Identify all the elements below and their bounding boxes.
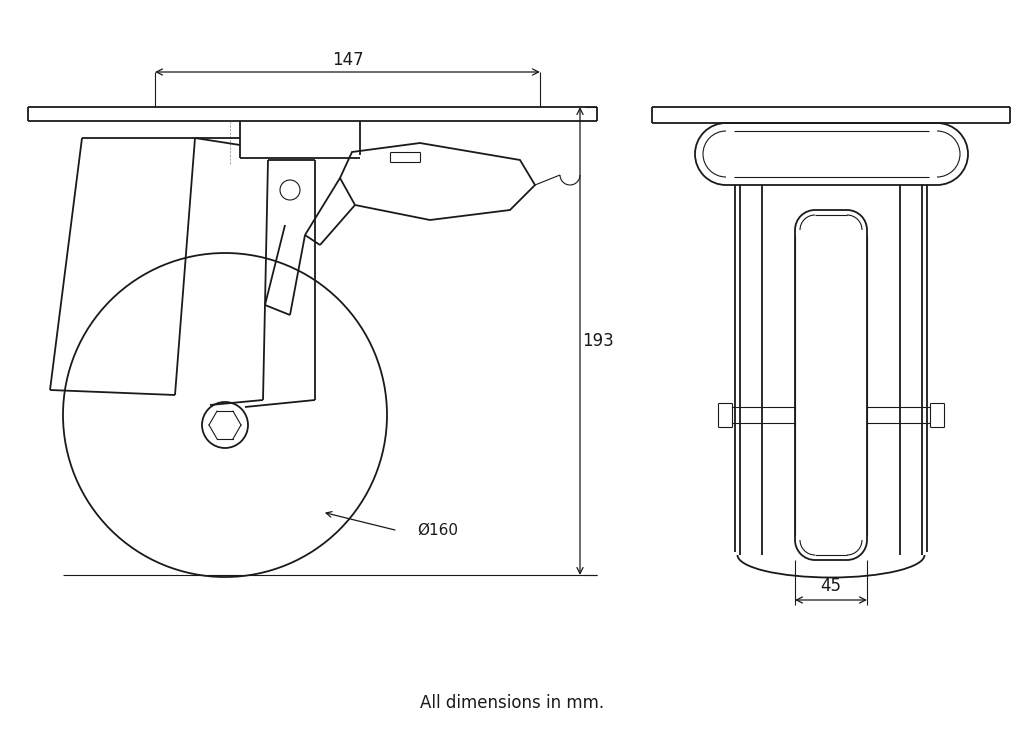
Text: 147: 147 <box>332 51 364 69</box>
Text: All dimensions in mm.: All dimensions in mm. <box>420 694 604 712</box>
Text: 193: 193 <box>582 332 613 350</box>
Text: Ø160: Ø160 <box>417 522 458 537</box>
Text: 45: 45 <box>820 577 842 595</box>
